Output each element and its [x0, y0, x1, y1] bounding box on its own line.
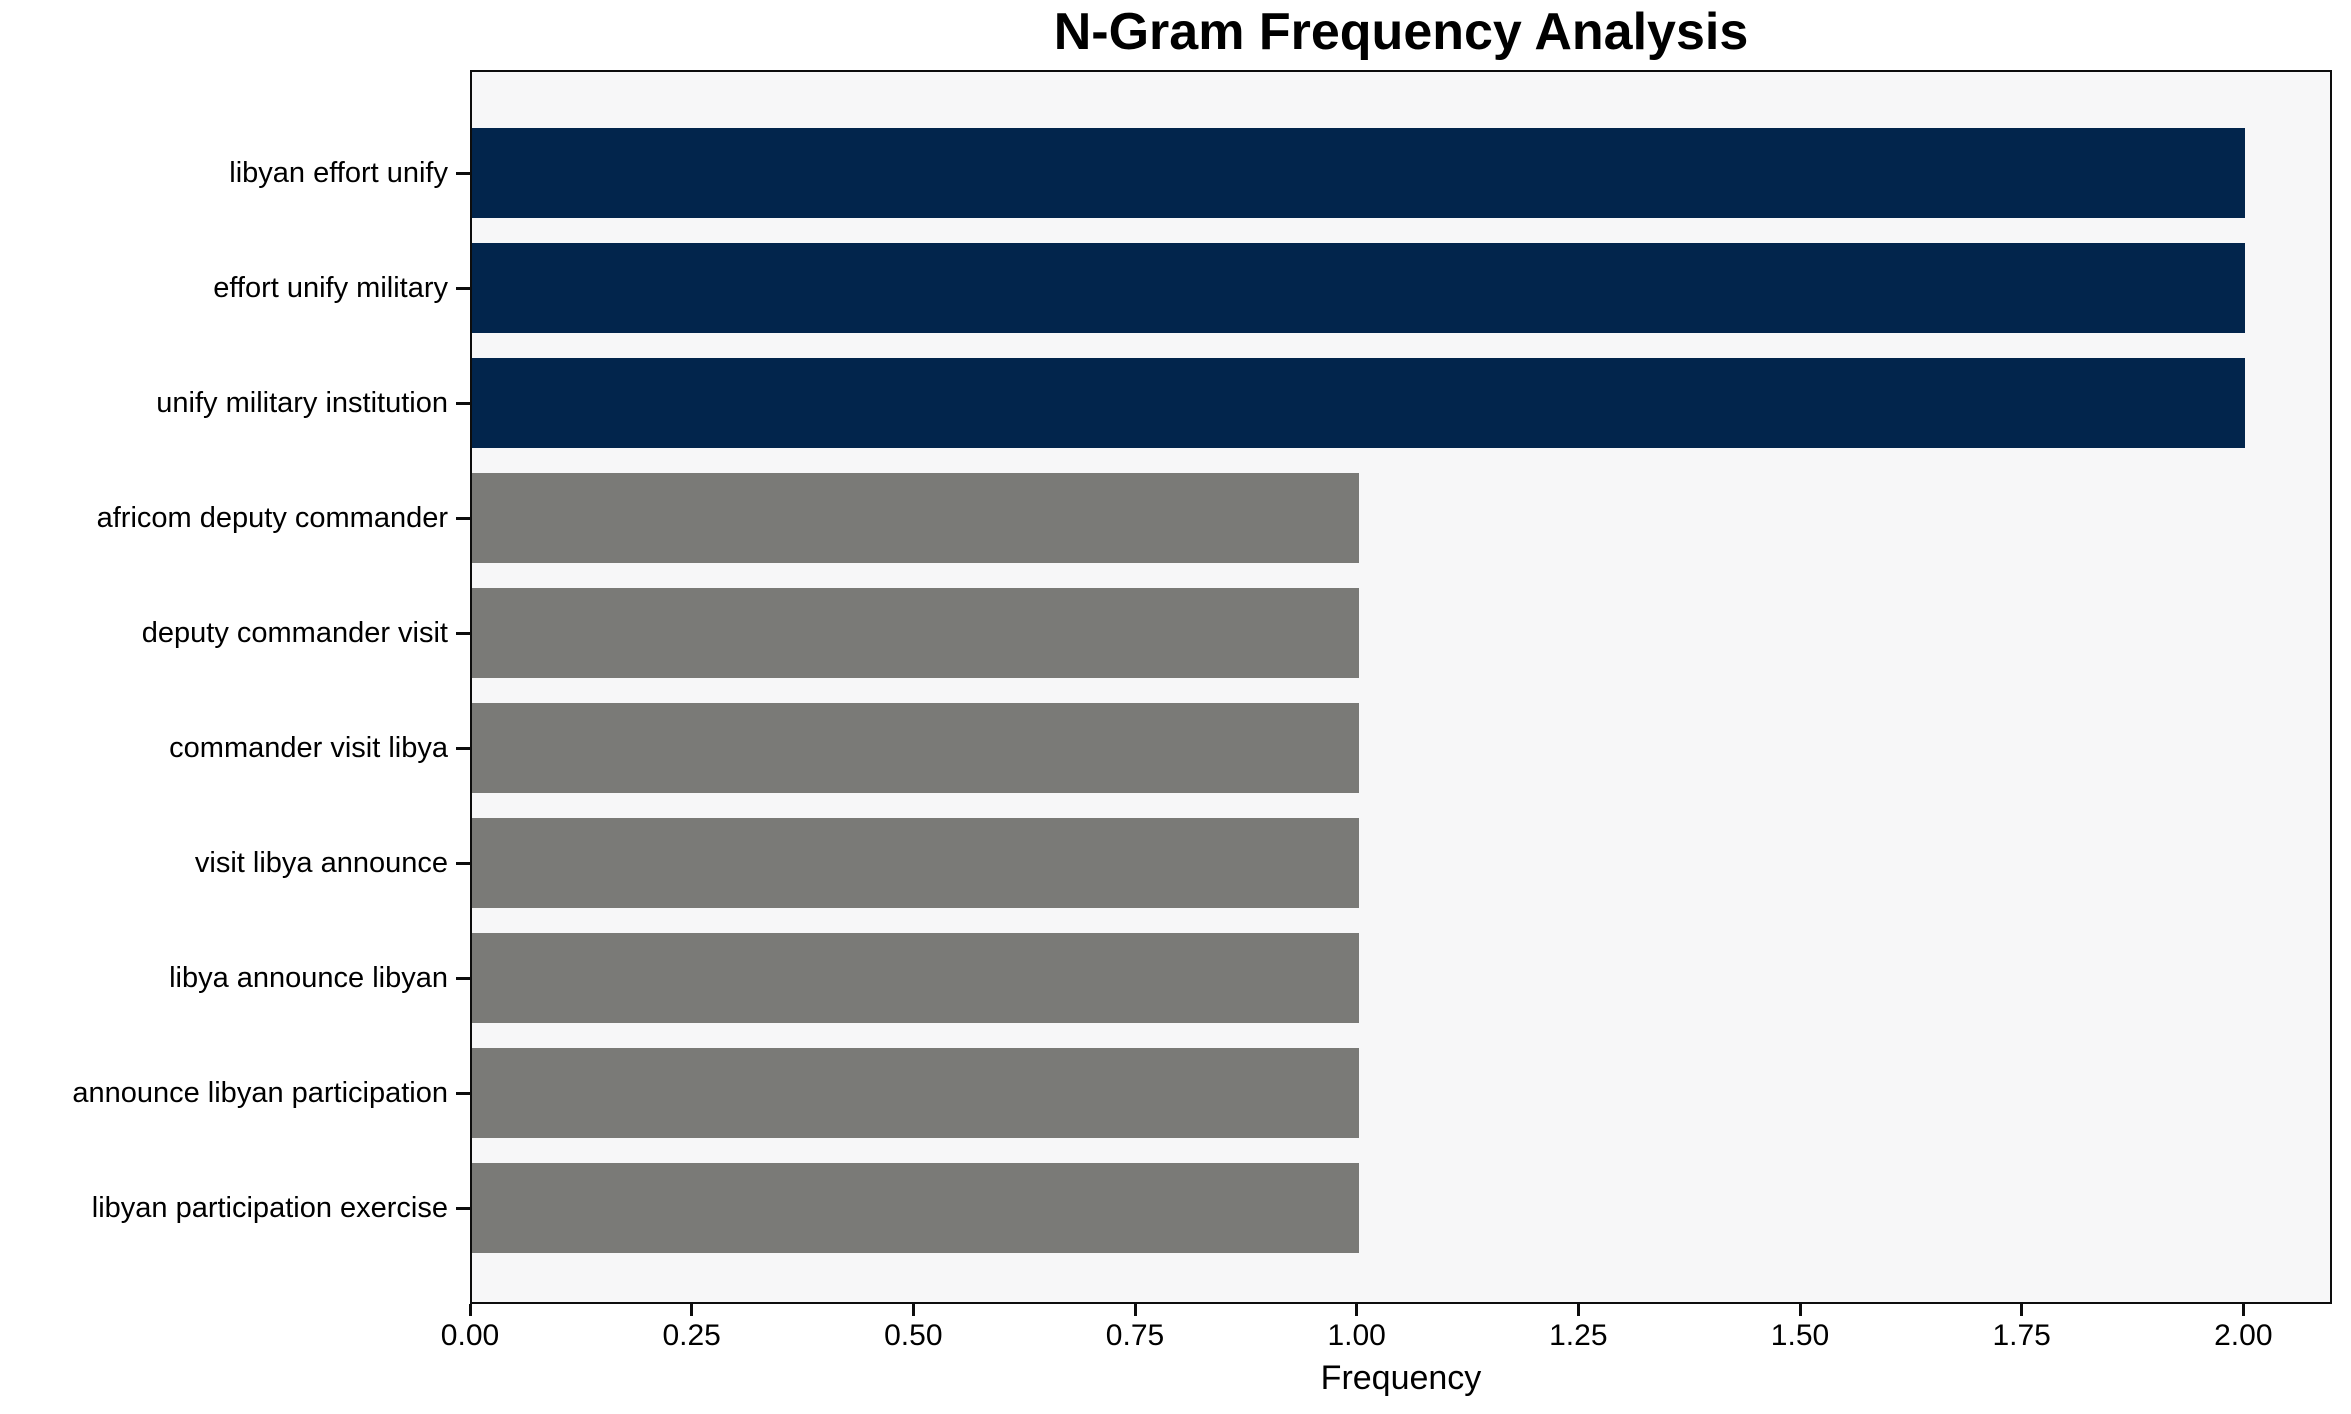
y-tick-mark	[456, 516, 470, 520]
y-tick-label: libyan participation exercise	[91, 1192, 448, 1224]
bar	[472, 473, 1359, 563]
y-tick-label: deputy commander visit	[141, 617, 448, 649]
bar	[472, 703, 1359, 793]
x-tick-label: 1.75	[1992, 1319, 2051, 1352]
y-tick-label: effort unify military	[213, 272, 448, 304]
y-tick-mark	[456, 1206, 470, 1210]
x-tick-label: 1.25	[1549, 1319, 1608, 1352]
x-tick-mark	[2241, 1304, 2245, 1316]
x-tick-mark	[1355, 1304, 1359, 1316]
y-tick-mark	[456, 631, 470, 635]
bar	[472, 358, 2246, 448]
y-tick-label: africom deputy commander	[96, 502, 448, 534]
y-tick-mark	[456, 746, 470, 750]
x-tick-label: 2.00	[2214, 1319, 2273, 1352]
x-tick-mark	[2020, 1304, 2024, 1316]
y-tick-mark	[456, 171, 470, 175]
x-tick-mark	[690, 1304, 694, 1316]
y-tick-mark	[456, 861, 470, 865]
x-tick-mark	[468, 1304, 472, 1316]
x-tick-mark	[911, 1304, 915, 1316]
bar	[472, 588, 1359, 678]
x-tick-label: 1.00	[1327, 1319, 1386, 1352]
y-tick-mark	[456, 1091, 470, 1095]
y-tick-label: announce libyan participation	[72, 1077, 448, 1109]
x-tick-label: 0.25	[662, 1319, 721, 1352]
y-tick-label: commander visit libya	[169, 732, 448, 764]
bar	[472, 1048, 1359, 1138]
x-tick-mark	[1798, 1304, 1802, 1316]
x-tick-label: 0.00	[440, 1319, 500, 1352]
x-tick-mark	[1576, 1304, 1580, 1316]
x-tick-label: 0.50	[884, 1319, 943, 1352]
bar	[472, 243, 2246, 333]
y-tick-label: unify military institution	[156, 387, 448, 419]
x-tick-mark	[1133, 1304, 1137, 1316]
bar	[472, 933, 1359, 1023]
y-tick-label: libyan effort unify	[229, 157, 448, 189]
bar	[472, 1163, 1359, 1253]
bar	[472, 128, 2246, 218]
x-tick-label: 1.50	[1770, 1319, 1830, 1352]
y-tick-mark	[456, 976, 470, 980]
x-tick-label: 0.75	[1105, 1319, 1165, 1352]
x-axis-title: Frequency	[1320, 1359, 1482, 1397]
bar	[472, 818, 1359, 908]
y-tick-label: libya announce libyan	[169, 962, 448, 994]
y-tick-label: visit libya announce	[194, 847, 448, 879]
y-tick-mark	[456, 286, 470, 290]
y-tick-mark	[456, 401, 470, 405]
chart-title: N-Gram Frequency Analysis	[1053, 3, 1749, 61]
